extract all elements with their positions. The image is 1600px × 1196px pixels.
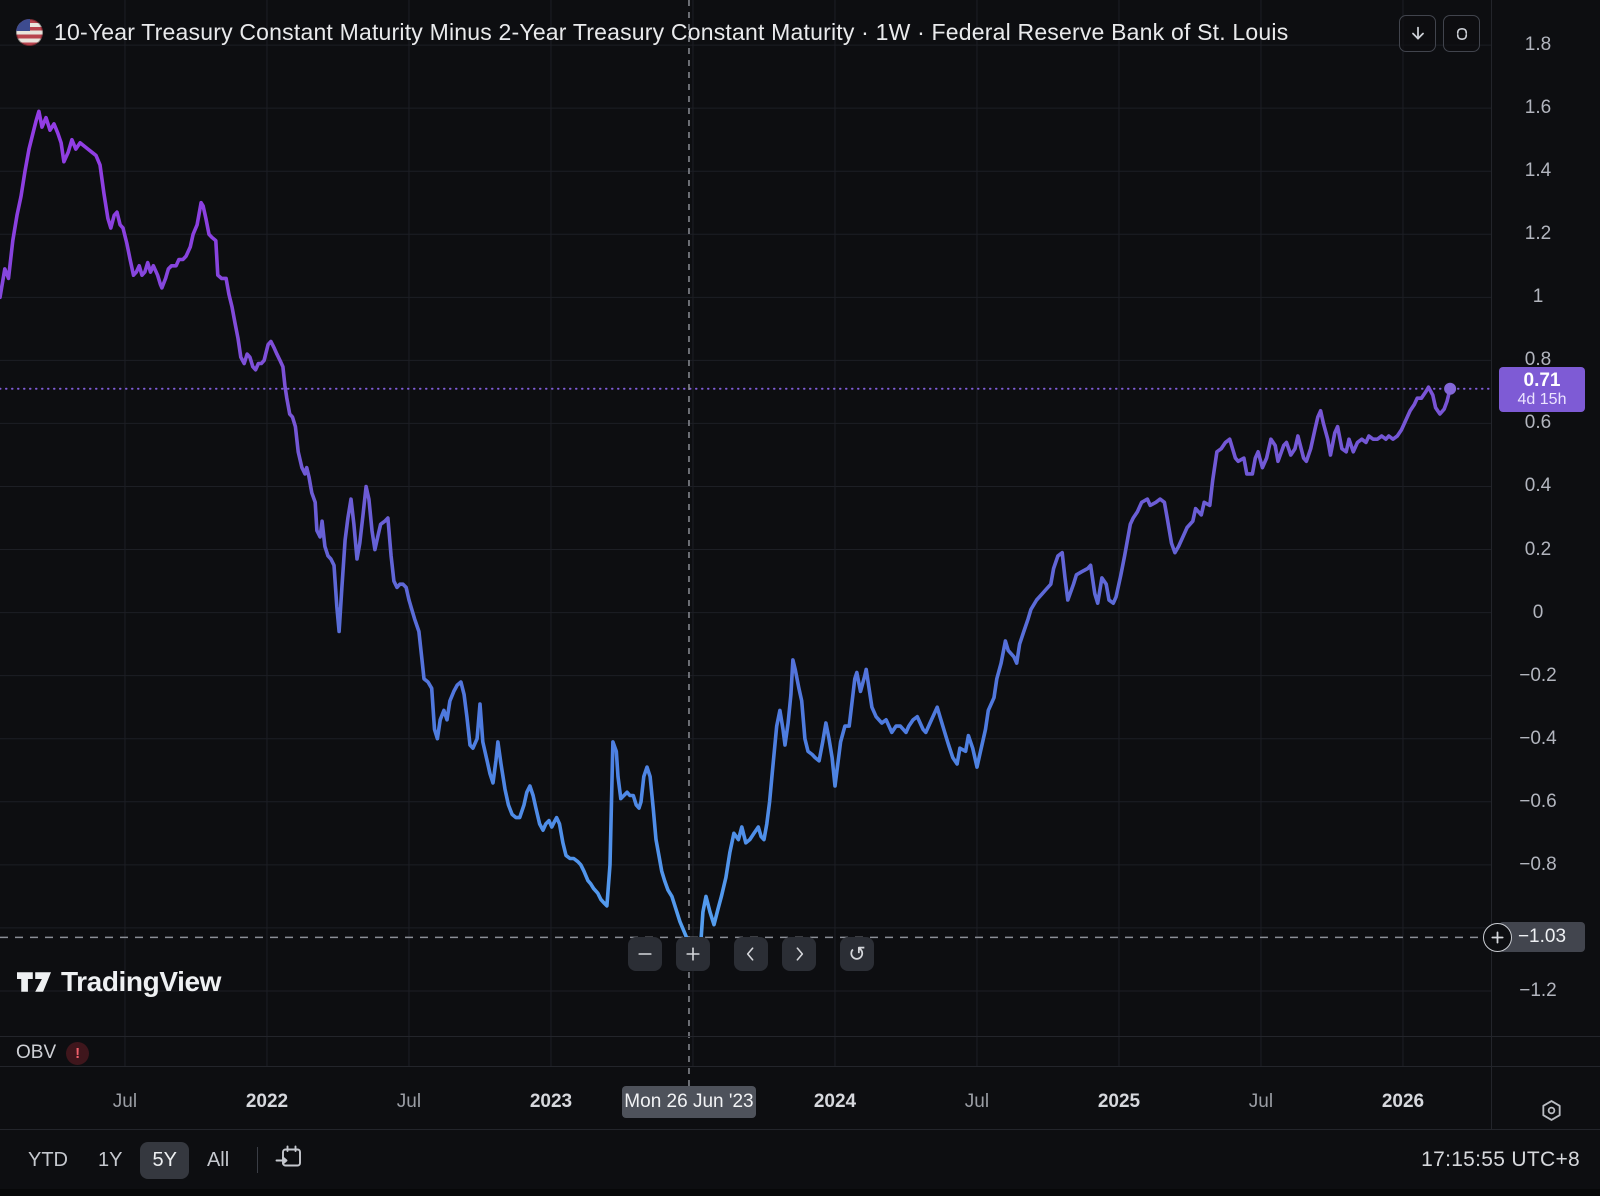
symbol-header: 10-Year Treasury Constant Maturity Minus… bbox=[16, 14, 1288, 50]
crosshair-time-label: Mon 26 Jun '23 bbox=[621, 1086, 756, 1118]
tradingview-logo-icon bbox=[17, 972, 51, 992]
window-edge bbox=[0, 1189, 1600, 1196]
price-tick-label: 0 bbox=[1532, 601, 1544, 623]
maximize-icon bbox=[1456, 27, 1467, 40]
range-5y-button[interactable]: 5Y bbox=[140, 1141, 189, 1179]
zoom-out-button[interactable] bbox=[628, 937, 662, 971]
time-tick-label: Jul bbox=[964, 1091, 990, 1112]
last-price-label: 0.71 4d 15h bbox=[1499, 366, 1585, 412]
plus-icon bbox=[1491, 931, 1504, 944]
reset-icon: ↺ bbox=[848, 941, 866, 966]
time-tick-label: 2026 bbox=[1381, 1091, 1425, 1112]
price-tick-label: −0.4 bbox=[1519, 727, 1557, 749]
us-flag-icon bbox=[16, 18, 43, 46]
price-tick-label: 0.2 bbox=[1524, 538, 1552, 560]
add-alert-plus-button[interactable] bbox=[1483, 923, 1512, 953]
time-tick-label: Jul bbox=[112, 1091, 138, 1112]
price-tick-label: 1 bbox=[1532, 286, 1544, 308]
time-tick-label: 2024 bbox=[813, 1091, 857, 1112]
minus-icon bbox=[638, 953, 652, 955]
price-tick-label: −0.8 bbox=[1519, 853, 1557, 875]
price-tick-label: 0.8 bbox=[1524, 349, 1552, 371]
time-tick-label: 2022 bbox=[245, 1091, 289, 1112]
time-tick-label: 2025 bbox=[1097, 1091, 1141, 1112]
crosshair-price-label: −1.03 bbox=[1499, 922, 1585, 953]
gear-icon bbox=[1542, 1100, 1561, 1121]
time-scale[interactable]: Jul 2022 Jul 2023 2024 Jul 2025 Jul 2026 Mon 26 … bbox=[0, 1066, 1600, 1130]
reset-chart-button[interactable]: ↺ bbox=[840, 937, 874, 971]
maximize-button[interactable] bbox=[1443, 15, 1480, 52]
price-tick-label: 1.2 bbox=[1524, 223, 1552, 245]
indicator-row[interactable]: OBV ! bbox=[16, 1039, 90, 1067]
pane-separator bbox=[0, 1036, 1600, 1037]
range-ytd-button[interactable]: YTD bbox=[28, 1148, 68, 1171]
chevron-right-icon bbox=[796, 947, 804, 961]
indicator-error-icon[interactable]: ! bbox=[66, 1041, 90, 1065]
zoom-in-button[interactable] bbox=[676, 937, 710, 971]
price-tick-label: −1.2 bbox=[1519, 979, 1557, 1001]
go-to-date-button[interactable] bbox=[274, 1143, 304, 1178]
price-scale[interactable]: 1.8 1.6 1.4 1.2 1 0.8 0.6 0.4 0.2 0 −0.2 −0.4 −0.6 −0… bbox=[1483, 0, 1600, 1066]
time-tick-label: Jul bbox=[396, 1091, 422, 1112]
price-tick-label: 1.6 bbox=[1524, 97, 1552, 119]
last-price-value: 0.71 bbox=[1523, 369, 1561, 391]
price-tick-label: 0.4 bbox=[1524, 475, 1552, 497]
divider bbox=[257, 1147, 259, 1173]
calendar-goto-icon bbox=[275, 1145, 302, 1166]
symbol-title: 10-Year Treasury Constant Maturity Minus… bbox=[54, 18, 1289, 45]
bar-countdown: 4d 15h bbox=[1517, 390, 1567, 408]
price-tick-label: −0.2 bbox=[1519, 664, 1557, 686]
plus-icon bbox=[686, 947, 700, 961]
chevron-left-icon bbox=[746, 947, 754, 961]
scroll-right-button[interactable] bbox=[782, 937, 816, 971]
price-tick-label: −0.6 bbox=[1519, 790, 1557, 812]
range-1y-button[interactable]: 1Y bbox=[98, 1148, 123, 1171]
indicator-name[interactable]: OBV bbox=[16, 1042, 57, 1063]
tradingview-logo[interactable]: TradingView bbox=[17, 966, 221, 998]
price-tick-label: 1.4 bbox=[1524, 160, 1552, 182]
chart-nav-toolbar: ↺ bbox=[628, 937, 874, 971]
range-bar: YTD 1Y 5Y All 17:15:55 UTC+8 bbox=[0, 1131, 1600, 1189]
tradingview-logo-text: TradingView bbox=[61, 966, 222, 997]
price-tick-label: 1.8 bbox=[1524, 34, 1552, 56]
scale-settings-button[interactable] bbox=[1539, 1098, 1564, 1128]
download-button[interactable] bbox=[1399, 15, 1436, 52]
scroll-left-button[interactable] bbox=[734, 937, 768, 971]
price-tick-label: 0.6 bbox=[1524, 412, 1552, 434]
session-clock[interactable]: 17:15:55 UTC+8 bbox=[1421, 1148, 1580, 1171]
range-all-button[interactable]: All bbox=[206, 1148, 230, 1171]
time-tick-label: Jul bbox=[1248, 1091, 1274, 1112]
time-tick-label: 2023 bbox=[529, 1091, 573, 1112]
header-buttons bbox=[1399, 15, 1480, 52]
price-chart[interactable] bbox=[0, 0, 1600, 1130]
arrow-down-icon bbox=[1411, 26, 1424, 39]
